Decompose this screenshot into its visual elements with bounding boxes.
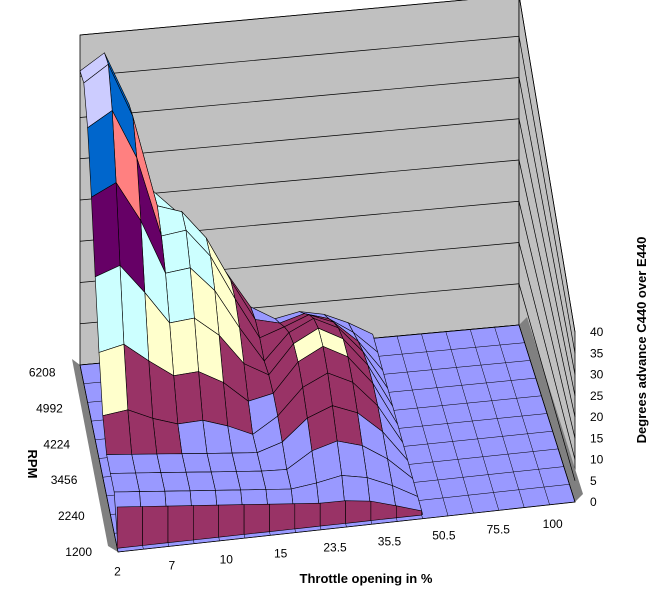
surface-cell [131, 453, 162, 474]
side-wall-gridline [518, 201, 576, 439]
x-tick-label: 75.5 [487, 523, 511, 537]
surface-cell [135, 472, 166, 492]
z-tick-label: 10 [590, 453, 604, 467]
surface-cell [91, 182, 121, 278]
surface-cell [181, 453, 212, 473]
z-tick-label: 5 [590, 474, 597, 488]
surface-front-face [218, 504, 245, 538]
surface-front-face [167, 505, 194, 544]
surface-front-face [345, 500, 372, 524]
y-tick-label: 1200 [65, 545, 92, 559]
z-tick-label: 15 [590, 431, 604, 445]
x-tick-label: 7 [169, 558, 176, 572]
z-axis-title: Degrees advance C440 over E440 [634, 237, 649, 444]
z-tick-label: 0 [590, 495, 597, 509]
y-tick-label: 4992 [36, 401, 63, 415]
z-tick-label: 35 [590, 346, 604, 360]
y-tick-label: 6208 [29, 365, 56, 379]
surface-cell [110, 472, 140, 493]
surface-front-face [395, 505, 423, 519]
side-wall-gridline [518, 36, 576, 354]
surface-mesh [79, 52, 424, 549]
x-tick-label: 35.5 [378, 535, 402, 549]
x-tick-label: 15 [274, 547, 288, 561]
z-tick-label: 40 [590, 325, 604, 339]
side-wall-gridline [518, 77, 576, 375]
surface-cell [98, 343, 129, 417]
y-tick-label: 3456 [51, 473, 78, 487]
back-wall-gridline [79, 118, 520, 160]
left-base-slab [72, 359, 118, 552]
surface-front-face [294, 502, 321, 530]
surface-front-face [193, 504, 219, 541]
z-tick-label: 25 [590, 389, 604, 403]
surface-cell [94, 264, 125, 353]
x-axis-title: Throttle opening in % [300, 571, 433, 586]
x-tick-label: 100 [543, 517, 563, 531]
surface-cell [185, 471, 216, 492]
surface-cell [156, 453, 187, 473]
surface-cell [169, 317, 199, 377]
surface-cell [106, 453, 136, 474]
axis-labels: 0 5 10 15 20 25 30 35 40 2 7 10 15 23.5 35.5 50.5 75.5 10… [25, 237, 649, 586]
z-tick-label: 30 [590, 368, 604, 382]
y-tick-label: 4224 [43, 437, 70, 451]
floor-gridline-y [117, 501, 576, 553]
surface-cell [165, 267, 195, 324]
surface-front-face [116, 506, 143, 549]
x-tick-label: 10 [220, 553, 234, 567]
x-tick-label: 50.5 [432, 529, 456, 543]
side-wall-gridline [519, 0, 576, 333]
surface-cell [206, 452, 237, 473]
surface-cell [102, 409, 133, 455]
surface-cell [160, 471, 191, 492]
side-wall-gridline [518, 159, 576, 418]
right-base-slab [519, 317, 583, 502]
side-wall-gridline [518, 242, 576, 460]
x-tick-label: 2 [114, 564, 121, 578]
x-tick-label: 23.5 [323, 541, 347, 555]
y-axis-title: RPM [25, 450, 40, 479]
surface-front-face [243, 503, 270, 535]
y-tick-label: 2240 [58, 509, 85, 523]
surface-cell [173, 371, 204, 425]
side-wall-gridline [518, 283, 576, 481]
surface-front-face [142, 505, 169, 546]
surface-cell [152, 418, 183, 455]
back-wall-gridline [79, 0, 468, 36]
z-tick-label: 20 [590, 410, 604, 424]
surface-cell [161, 229, 191, 274]
surface-cell [210, 471, 241, 491]
surface-cell [231, 452, 262, 472]
surface-cell [235, 470, 267, 491]
surface-cell [261, 469, 292, 490]
back-wall-gridline [79, 35, 520, 77]
surface-front-face [269, 503, 296, 533]
surface-front-face [319, 500, 346, 527]
back-wall-gridline [79, 77, 520, 118]
side-wall-gridline [518, 118, 576, 396]
surface-cell [177, 419, 208, 455]
